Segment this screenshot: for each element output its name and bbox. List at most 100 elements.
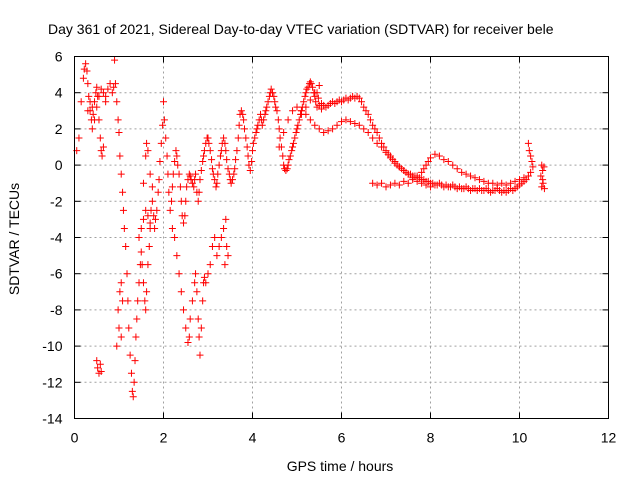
data-point [184,338,192,346]
data-point [79,74,87,82]
data-point [395,181,403,189]
data-point [193,288,201,296]
data-point [292,129,300,137]
axis-ticks: 0 2 4 6 8 10 12 6 4 2 0 -2 -4 -6 -8 -10 -12 -14 [42,49,616,446]
data-point [338,118,345,126]
data-point [272,103,280,111]
data-point [261,110,269,118]
data-point [294,121,302,129]
data-point [283,165,291,173]
data-point [235,121,243,129]
data-point [82,60,90,68]
data-point [151,224,159,232]
data-point [362,107,370,115]
data-point [115,129,123,137]
data-point [529,163,537,171]
data-point [249,139,257,147]
data-point [205,139,213,147]
data-point [228,176,236,184]
data-point [113,98,121,106]
data-point [133,315,141,323]
y-tick-label: -2 [50,193,63,209]
data-point [539,176,547,184]
data-point [391,159,399,167]
data-point [525,147,533,155]
data-point [160,98,167,106]
data-point [215,243,223,251]
data-point [520,174,528,182]
data-point [139,179,147,187]
data-point [540,163,548,171]
data-point [306,78,314,86]
data-point [507,179,515,187]
data-point [273,107,281,115]
data-point [317,105,325,113]
data-point [224,252,232,260]
data-point [224,165,232,173]
data-point [188,179,196,187]
data-point [123,270,131,278]
data-point [230,170,238,178]
data-point [139,279,147,287]
data-point [293,103,301,111]
data-point [418,168,426,176]
data-point [108,89,116,97]
data-point [449,161,457,169]
data-point [285,156,293,164]
data-point [85,92,93,100]
data-point [369,121,377,129]
data-point [99,89,107,97]
data-point [197,324,205,332]
data-point [173,152,181,160]
data-point [84,80,92,88]
data-point [404,179,412,187]
data-point [127,369,135,377]
data-point [286,152,294,160]
data-point [386,181,394,189]
data-point [114,306,122,314]
y-tick-label: 2 [55,121,63,137]
x-tick-label: 2 [160,430,168,446]
data-point [233,147,241,155]
data-point [527,152,535,160]
data-point [146,219,154,227]
data-point [222,147,230,155]
data-point [360,103,368,111]
data-point [159,121,167,129]
data-point [329,125,337,133]
data-point [110,83,118,91]
data-point [467,172,475,180]
data-point [199,297,207,305]
data-point [297,110,305,118]
data-point [182,197,190,205]
data-point [263,103,271,111]
data-point [498,179,506,187]
data-point [160,116,168,124]
data-point [155,176,163,184]
data-point [276,134,284,142]
data-point [119,206,127,214]
data-point [431,150,439,158]
data-point [324,127,332,135]
data-point [116,152,124,160]
data-point [151,215,159,223]
data-point [166,206,174,214]
data-point [375,134,383,142]
data-point [303,85,311,93]
data-point [301,92,309,100]
data-point [409,176,417,184]
data-point [141,297,149,305]
data-point [144,261,152,269]
data-point [142,152,150,160]
data-point [135,234,143,241]
data-point [208,243,216,251]
data-point [192,170,200,178]
data-point [77,98,85,106]
x-tick-label: 8 [427,430,435,446]
x-tick-label: 12 [601,430,617,446]
data-point [223,243,231,251]
data-point [246,167,254,175]
data-point [195,188,203,196]
data-point [213,179,221,187]
